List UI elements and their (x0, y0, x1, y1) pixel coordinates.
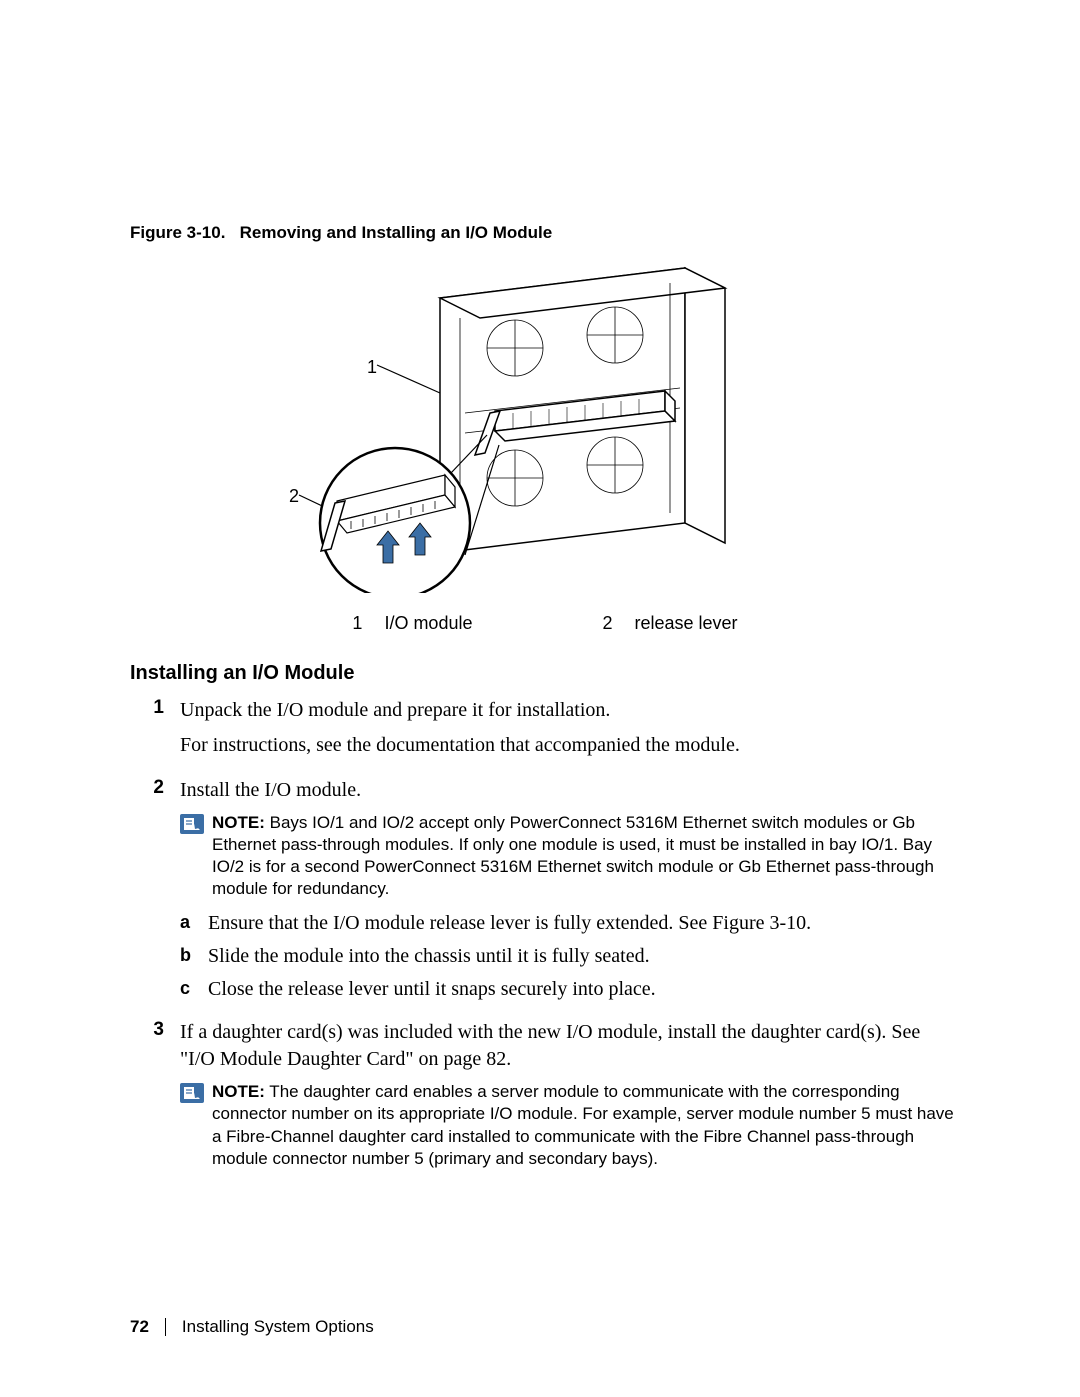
callout-number-2: 2 (289, 486, 299, 507)
page-footer: 72 Installing System Options (130, 1317, 374, 1337)
step-paragraph: Install the I/O module. (180, 777, 960, 804)
note-lead: NOTE: (212, 813, 265, 832)
figure-illustration: 1 2 (265, 263, 825, 593)
section-heading: Installing an I/O Module (130, 662, 960, 685)
legend-item: 1 I/O module (352, 613, 472, 634)
step-body: If a daughter card(s) was included with … (180, 1019, 960, 1179)
substep-text: Close the release lever until it snaps s… (208, 976, 960, 1003)
procedure-list: 1 Unpack the I/O module and prepare it f… (130, 697, 960, 1180)
substep-text: Ensure that the I/O module release lever… (208, 910, 960, 937)
substep: b Slide the module into the chassis unti… (180, 943, 960, 970)
note-body-text: The daughter card enables a server modul… (212, 1082, 954, 1167)
legend-number: 1 (352, 613, 362, 634)
figure-caption-prefix: Figure 3-10. (130, 223, 225, 242)
figure-legend: 1 I/O module 2 release lever (130, 613, 960, 634)
legend-number: 2 (602, 613, 612, 634)
substep-letter: a (180, 910, 208, 937)
note-block: NOTE: The daughter card enables a server… (180, 1081, 960, 1169)
step: 1 Unpack the I/O module and prepare it f… (130, 697, 960, 767)
note-block: NOTE: Bays IO/1 and IO/2 accept only Pow… (180, 812, 960, 900)
step: 3 If a daughter card(s) was included wit… (130, 1019, 960, 1179)
legend-label: I/O module (384, 613, 472, 634)
step-paragraph: For instructions, see the documentation … (180, 732, 960, 759)
substep-letter: b (180, 943, 208, 970)
footer-section: Installing System Options (182, 1317, 374, 1337)
page-number: 72 (130, 1317, 149, 1337)
step: 2 Install the I/O module. NOT (130, 777, 960, 1009)
legend-item: 2 release lever (602, 613, 737, 634)
step-number: 2 (130, 777, 180, 1009)
note-icon (180, 814, 204, 834)
note-body-text: Bays IO/1 and IO/2 accept only PowerConn… (212, 813, 934, 898)
step-paragraph: Unpack the I/O module and prepare it for… (180, 697, 960, 724)
step-paragraph: If a daughter card(s) was included with … (180, 1019, 960, 1073)
substep-letter: c (180, 976, 208, 1003)
substep: a Ensure that the I/O module release lev… (180, 910, 960, 937)
note-icon (180, 1083, 204, 1103)
substep-text: Slide the module into the chassis until … (208, 943, 960, 970)
footer-divider (165, 1318, 166, 1336)
step-body: Unpack the I/O module and prepare it for… (180, 697, 960, 767)
note-text: NOTE: Bays IO/1 and IO/2 accept only Pow… (212, 812, 960, 900)
step-number: 1 (130, 697, 180, 767)
step-number: 3 (130, 1019, 180, 1179)
legend-label: release lever (635, 613, 738, 634)
document-page: Figure 3-10. Removing and Installing an … (0, 0, 1080, 1397)
io-module-diagram-icon (265, 263, 825, 593)
note-lead: NOTE: (212, 1082, 265, 1101)
figure-caption: Figure 3-10. Removing and Installing an … (130, 223, 960, 243)
figure-caption-title: Removing and Installing an I/O Module (240, 223, 553, 242)
callout-number-1: 1 (367, 357, 377, 378)
note-text: NOTE: The daughter card enables a server… (212, 1081, 960, 1169)
substep-list: a Ensure that the I/O module release lev… (180, 910, 960, 1003)
step-body: Install the I/O module. NOTE: Bays IO/1 … (180, 777, 960, 1009)
substep: c Close the release lever until it snaps… (180, 976, 960, 1003)
